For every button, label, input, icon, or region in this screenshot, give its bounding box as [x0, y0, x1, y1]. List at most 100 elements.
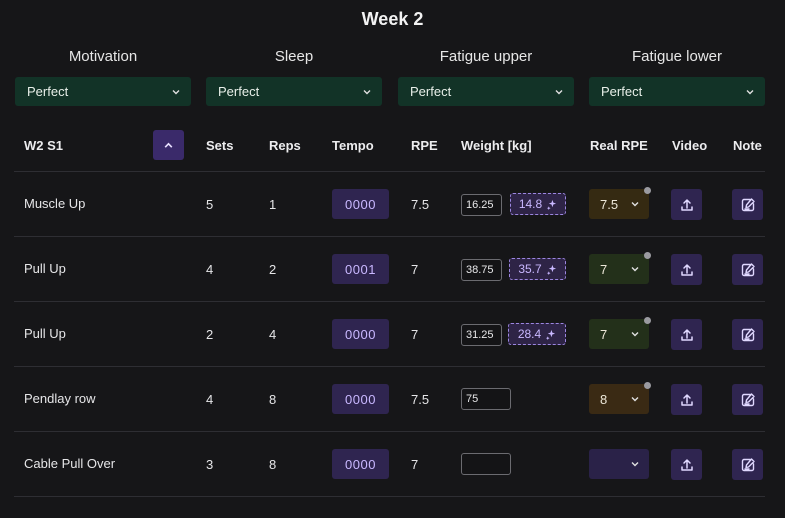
real-rpe-select[interactable]: 7.5 — [589, 189, 649, 219]
upload-video-button[interactable] — [671, 189, 702, 220]
fatigue-lower-group: Fatigue lower Perfect — [589, 48, 765, 106]
chevron-down-icon — [630, 459, 640, 469]
header-real-rpe: Real RPE — [590, 138, 648, 153]
note-button[interactable] — [732, 319, 763, 350]
reps-value: 8 — [269, 457, 277, 472]
rpe-value: 7.5 — [411, 197, 430, 212]
chevron-down-icon — [630, 199, 640, 209]
fatigue-upper-select[interactable]: Perfect — [398, 77, 574, 106]
tempo-button[interactable]: 0000 — [332, 449, 389, 479]
tempo-button[interactable]: 0001 — [332, 254, 389, 284]
sparkle-icon — [547, 199, 557, 210]
real-rpe-value: 8 — [600, 391, 608, 407]
weight-suggestion[interactable]: 28.4 — [508, 323, 566, 345]
weight-input[interactable]: 75 — [461, 388, 511, 410]
table-row: Pull Up 2 4 0000 7 31.25 28.4 7 — [0, 302, 785, 367]
sleep-select[interactable]: Perfect — [206, 77, 382, 106]
upload-video-button[interactable] — [671, 319, 702, 350]
tempo-button[interactable]: 0000 — [332, 189, 389, 219]
real-rpe-select[interactable]: 7 — [589, 319, 649, 349]
fatigue-lower-select[interactable]: Perfect — [589, 77, 765, 106]
edit-note-icon — [741, 197, 755, 211]
status-dot — [644, 187, 651, 194]
suggested-weight: 35.7 — [518, 262, 542, 276]
note-button[interactable] — [732, 254, 763, 285]
exercise-name: Pull Up — [24, 261, 66, 276]
fatigue-lower-value: Perfect — [601, 84, 643, 99]
tempo-button[interactable]: 0000 — [332, 384, 389, 414]
header-video: Video — [672, 138, 708, 153]
sleep-value: Perfect — [218, 84, 260, 99]
sleep-group: Sleep Perfect — [206, 48, 382, 106]
motivation-label: Motivation — [68, 48, 138, 65]
sets-value: 4 — [206, 262, 214, 277]
real-rpe-value: 7 — [600, 261, 608, 277]
chevron-down-icon — [362, 87, 372, 97]
motivation-select[interactable]: Perfect — [15, 77, 191, 106]
sparkle-icon — [546, 329, 556, 340]
weight-input[interactable]: 31.25 — [461, 324, 502, 346]
table-header: W2 S1 Sets Reps Tempo RPE Weight [kg] Re… — [0, 130, 785, 170]
exercise-name: Cable Pull Over — [24, 456, 116, 471]
header-reps: Reps — [269, 138, 301, 153]
reps-value: 2 — [269, 262, 277, 277]
chevron-down-icon — [630, 329, 640, 339]
header-divider — [14, 171, 765, 172]
real-rpe-select[interactable]: 8 — [589, 384, 649, 414]
rpe-value: 7 — [411, 327, 419, 342]
weight-suggestion[interactable]: 14.8 — [510, 193, 566, 215]
chevron-down-icon — [171, 87, 181, 97]
real-rpe-value: 7 — [600, 326, 608, 342]
upload-video-button[interactable] — [671, 384, 702, 415]
collapse-button[interactable] — [153, 130, 184, 160]
reps-value: 8 — [269, 392, 277, 407]
table-row: Muscle Up 5 1 0000 7.5 16.25 14.8 7.5 — [0, 172, 785, 237]
sparkle-icon — [546, 264, 556, 275]
upload-icon — [680, 198, 693, 211]
fatigue-lower-label: Fatigue lower — [631, 48, 723, 65]
reps-value: 1 — [269, 197, 277, 212]
chevron-down-icon — [745, 87, 755, 97]
row-divider — [14, 366, 765, 367]
chevron-down-icon — [554, 87, 564, 97]
chevron-up-icon — [164, 142, 173, 148]
table-row: Cable Pull Over 3 8 0000 7 — [0, 432, 785, 497]
status-dot — [644, 317, 651, 324]
weight-input[interactable]: 16.25 — [461, 194, 502, 216]
upload-video-button[interactable] — [671, 254, 702, 285]
rpe-value: 7 — [411, 457, 419, 472]
fatigue-upper-label: Fatigue upper — [439, 48, 533, 65]
weight-suggestion[interactable]: 35.7 — [509, 258, 566, 280]
sets-value: 2 — [206, 327, 214, 342]
header-note: Note — [733, 138, 762, 153]
row-divider — [14, 496, 765, 497]
upload-video-button[interactable] — [671, 449, 702, 480]
weight-input[interactable]: 38.75 — [461, 259, 502, 281]
exercise-name: Pull Up — [24, 326, 66, 341]
row-divider — [14, 236, 765, 237]
note-button[interactable] — [732, 449, 763, 480]
edit-note-icon — [741, 262, 755, 276]
chevron-down-icon — [630, 264, 640, 274]
header-weight: Weight [kg] — [461, 138, 532, 153]
note-button[interactable] — [732, 384, 763, 415]
note-button[interactable] — [732, 189, 763, 220]
session-label: W2 S1 — [24, 138, 64, 153]
weight-input[interactable] — [461, 453, 511, 475]
sets-value: 4 — [206, 392, 214, 407]
chevron-down-icon — [630, 394, 640, 404]
real-rpe-select[interactable]: 7 — [589, 254, 649, 284]
edit-note-icon — [741, 392, 755, 406]
page-title: Week 2 — [361, 9, 424, 29]
motivation-value: Perfect — [27, 84, 69, 99]
edit-note-icon — [741, 327, 755, 341]
real-rpe-value: 7.5 — [600, 196, 619, 212]
tempo-button[interactable]: 0000 — [332, 319, 389, 349]
real-rpe-select[interactable] — [589, 449, 649, 479]
exercise-name: Pendlay row — [24, 391, 96, 406]
fatigue-upper-value: Perfect — [410, 84, 452, 99]
rpe-value: 7.5 — [411, 392, 430, 407]
upload-icon — [680, 263, 693, 276]
table-row: Pendlay row 4 8 0000 7.5 75 8 — [0, 367, 785, 432]
status-dot — [644, 382, 651, 389]
